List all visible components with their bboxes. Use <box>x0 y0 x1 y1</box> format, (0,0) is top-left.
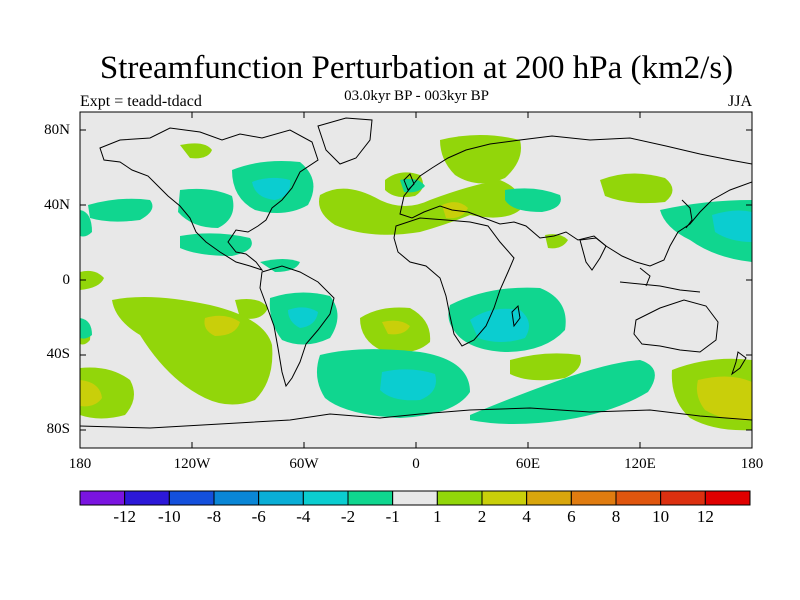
colorbar-box <box>302 490 349 506</box>
colorbar-label: 6 <box>567 507 576 526</box>
colorbar-label: 1 <box>433 507 442 526</box>
lon-label-0: 0 <box>412 456 420 472</box>
colorbar-box <box>124 490 170 506</box>
colorbar-box <box>79 490 126 506</box>
lon-label-180w: 180 <box>68 456 92 472</box>
lat-label-80n: 80N <box>44 122 70 138</box>
map-ticks <box>79 112 753 448</box>
eurasia-outline <box>399 135 752 267</box>
british-isles-outline <box>403 173 415 191</box>
colorbar-box <box>660 490 706 506</box>
antarctica-outline <box>80 407 752 429</box>
positive-anomaly-cores <box>80 202 752 421</box>
colorbar-label: 12 <box>696 507 714 526</box>
map-title: Streamfunction Perturbation at 200 hPa (… <box>99 50 734 86</box>
lat-label-40n: 40N <box>44 197 70 213</box>
africa-outline <box>393 217 515 347</box>
colorbar-label: 4 <box>522 507 531 526</box>
positive-anomaly-regions <box>80 135 752 431</box>
colorbar-label: 8 <box>611 507 621 526</box>
colorbar-box <box>615 490 662 506</box>
lon-label-120e: 120E <box>624 456 656 472</box>
india-outline <box>579 237 607 271</box>
colorbar-label: -6 <box>251 507 266 526</box>
lon-label-120w: 120W <box>173 456 211 472</box>
season-label: JJA <box>727 93 752 110</box>
lon-label-180e: 180 <box>740 456 764 472</box>
australia-outline <box>633 299 719 353</box>
colorbar-label: -4 <box>296 507 311 526</box>
negative-anomaly-cores <box>252 177 752 401</box>
continent-outlines <box>80 117 752 429</box>
contour-fields <box>80 135 752 431</box>
lon-label-60e: 60E <box>515 456 541 472</box>
lat-label-0: 0 <box>62 272 71 288</box>
colorbar-box <box>213 490 260 506</box>
north-america-outline <box>99 127 319 271</box>
colorbar-box <box>347 490 394 506</box>
south-america-outline <box>259 265 335 388</box>
colorbar-box <box>392 490 438 506</box>
colorbar-box <box>258 490 304 506</box>
colorbar-label: 2 <box>477 507 487 526</box>
colorbar-label: -8 <box>206 507 222 526</box>
madagascar-outline <box>511 304 521 328</box>
colorbar-label: -1 <box>385 507 400 526</box>
colorbar-box <box>526 490 572 506</box>
colorbar-box <box>436 490 483 506</box>
colorbar-box <box>704 490 751 506</box>
greenland-outline <box>317 117 373 165</box>
map-subtitle: 03.0kyr BP - 003kyr BP <box>344 88 489 104</box>
colorbar <box>79 490 751 506</box>
lat-label-40s: 40S <box>46 346 70 362</box>
colorbar-label: 10 <box>652 507 670 526</box>
japan-outline <box>681 199 693 229</box>
lon-label-60w: 60W <box>289 456 319 472</box>
colorbar-box <box>168 490 215 506</box>
experiment-label: Expt = teadd-tdacd <box>80 93 202 110</box>
colorbar-box <box>481 490 528 506</box>
colorbar-box <box>570 490 617 506</box>
colorbar-label: -10 <box>157 507 181 526</box>
colorbar-label: -12 <box>113 507 136 526</box>
lat-label-80s: 80S <box>46 421 70 437</box>
new-zealand-outline <box>731 351 747 376</box>
indonesia-outline <box>619 267 701 293</box>
colorbar-label: -2 <box>340 507 356 526</box>
